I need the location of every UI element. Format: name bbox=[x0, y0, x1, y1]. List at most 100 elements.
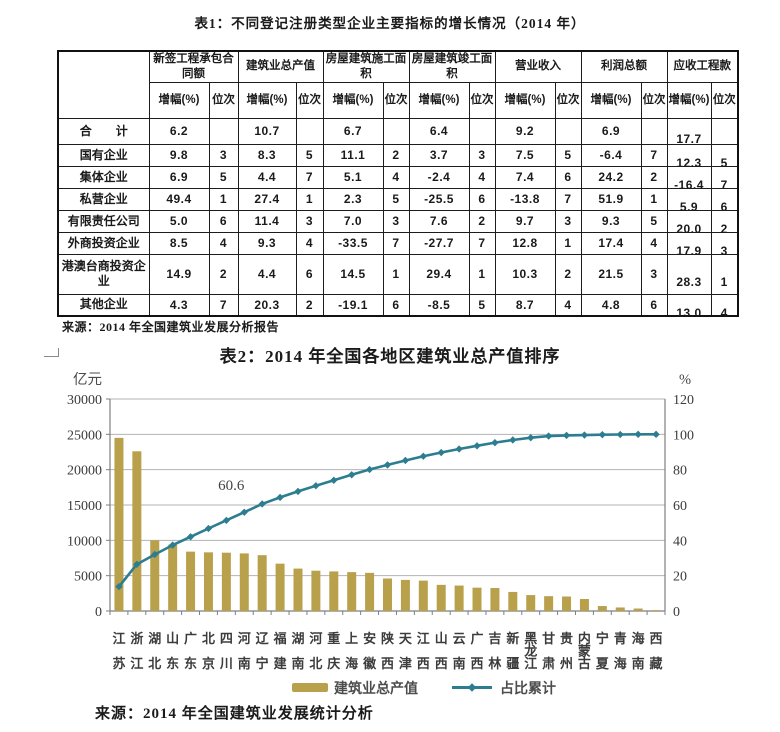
x-axis-label: 西藏 bbox=[650, 631, 663, 671]
table-cell: -33.5 bbox=[322, 231, 384, 255]
x-axis-label: 内蒙古 bbox=[578, 631, 591, 671]
col-header-rank: 位次 bbox=[468, 81, 496, 119]
bar bbox=[168, 544, 178, 611]
x-axis-label: 山东 bbox=[166, 631, 179, 671]
corner-cell bbox=[57, 50, 150, 119]
table-cell: 9.3 bbox=[237, 231, 297, 255]
line-marker bbox=[509, 436, 517, 444]
right-axis-tick-label: 40 bbox=[673, 534, 687, 549]
line-marker bbox=[276, 493, 284, 502]
x-axis-label: 贵州 bbox=[559, 631, 573, 671]
row-label: 港澳台商投资企业 bbox=[57, 253, 150, 295]
table-cell: 6.7 bbox=[322, 117, 384, 145]
table-cell: -2.4 bbox=[408, 165, 470, 189]
group-header-1: 建筑业总产值 bbox=[237, 50, 324, 83]
left-axis-tick-label: 20000 bbox=[67, 464, 102, 479]
table-cell: 2 bbox=[640, 165, 668, 189]
x-axis-label: 辽宁 bbox=[256, 631, 270, 671]
table-cell: 7.4 bbox=[494, 165, 556, 189]
table-cell: 6 bbox=[640, 293, 668, 317]
col-header-increase: 增幅(%) bbox=[494, 81, 556, 119]
col-header-increase: 增幅(%) bbox=[148, 81, 210, 119]
right-axis-tick-label: 80 bbox=[673, 464, 687, 479]
col-header-increase: 增幅(%) bbox=[237, 81, 297, 119]
table-cell: 17.7 bbox=[666, 117, 712, 146]
x-axis-label: 重庆 bbox=[326, 631, 340, 671]
x-axis-label: 四川 bbox=[219, 631, 233, 671]
table-cell: 10.3 bbox=[494, 253, 556, 295]
x-axis-label: 北京 bbox=[202, 631, 215, 671]
table-cell: 5 bbox=[382, 187, 410, 211]
table-cell: 24.2 bbox=[580, 165, 642, 189]
line-marker bbox=[652, 430, 660, 439]
row-label: 私营企业 bbox=[57, 187, 150, 211]
bar bbox=[365, 572, 375, 611]
bar bbox=[651, 610, 661, 611]
table-cell: 7.0 bbox=[322, 209, 384, 233]
table-cell: 20.3 bbox=[237, 293, 297, 317]
table-cell: 5.9 bbox=[666, 187, 712, 214]
table-cell: 4.4 bbox=[237, 253, 297, 295]
table-cell: 5 bbox=[554, 143, 582, 167]
table-cell: 9.2 bbox=[494, 117, 556, 145]
x-axis-label: 宁夏 bbox=[595, 631, 610, 671]
table-cell: 2 bbox=[382, 143, 410, 167]
row-label: 其他企业 bbox=[57, 293, 150, 317]
right-axis-tick-label: 60 bbox=[673, 499, 687, 514]
table-cell: 9.3 bbox=[580, 209, 642, 233]
bar bbox=[436, 584, 446, 611]
table-cell: 4 bbox=[382, 165, 410, 189]
table-cell: 9.7 bbox=[494, 209, 556, 233]
table-cell bbox=[468, 117, 496, 145]
bar bbox=[544, 596, 554, 611]
x-axis-label: 云南 bbox=[453, 631, 466, 671]
bar bbox=[579, 598, 589, 611]
table-cell: 1 bbox=[710, 253, 739, 295]
bar bbox=[293, 568, 303, 611]
line-marker bbox=[616, 430, 624, 439]
bar bbox=[186, 551, 196, 611]
table-cell: 14.9 bbox=[148, 253, 210, 295]
table-cell: 11.4 bbox=[237, 209, 297, 233]
line-marker bbox=[204, 524, 213, 533]
x-axis-label: 浙江 bbox=[130, 631, 143, 671]
table-row: 合 计 6.2 10.7 6.7 6.4 9.2 6.9 17.7 bbox=[57, 117, 739, 146]
bar bbox=[615, 607, 625, 611]
table-cell: 3 bbox=[468, 143, 496, 167]
bar bbox=[633, 608, 643, 611]
left-axis-tick-label: 0 bbox=[95, 605, 102, 620]
x-axis-label: 上海 bbox=[345, 631, 358, 671]
table-cell: 3 bbox=[554, 209, 582, 233]
table-cell: 12.8 bbox=[494, 231, 556, 255]
table-cell: 2 bbox=[710, 209, 739, 236]
table-cell: 5 bbox=[710, 143, 739, 170]
table-cell: 1 bbox=[295, 187, 324, 211]
bar bbox=[400, 579, 410, 611]
x-axis-label: 河南 bbox=[238, 631, 251, 671]
table-cell: -27.7 bbox=[408, 231, 470, 255]
table-cell: 4 bbox=[468, 165, 496, 189]
x-axis-label: 吉林 bbox=[488, 631, 501, 671]
table-cell: -16.4 bbox=[666, 165, 712, 192]
table-row: 私营企业 49.4 1 27.4 1 2.3 5 -25.5 6 -13.8 7 51.9 1 5.9 6 bbox=[57, 187, 739, 214]
legend-label-line: 占比累计 bbox=[500, 680, 556, 697]
group-header-0: 新签工程承包合同额 bbox=[148, 50, 239, 83]
table-cell bbox=[640, 117, 668, 145]
x-axis-label: 黑龙江 bbox=[524, 631, 537, 671]
line-marker bbox=[419, 452, 427, 460]
line-marker bbox=[598, 431, 607, 439]
table-cell: 27.4 bbox=[237, 187, 297, 211]
legend: 建筑业总产值 占比累计 bbox=[292, 680, 556, 697]
bar bbox=[275, 563, 285, 611]
group-header-6: 应收工程款 bbox=[666, 50, 739, 83]
row-label: 集体企业 bbox=[57, 165, 150, 189]
left-axis-tick-label: 10000 bbox=[67, 534, 102, 549]
line-marker bbox=[491, 438, 499, 447]
page-artifact-mark bbox=[44, 348, 59, 357]
table-cell: 7 bbox=[295, 165, 324, 189]
line-marker bbox=[365, 465, 374, 474]
table-cell: 29.4 bbox=[408, 253, 470, 295]
x-axis-label: 青海 bbox=[614, 631, 627, 671]
table-cell: 1 bbox=[554, 231, 582, 255]
table-cell: 1 bbox=[640, 187, 668, 211]
